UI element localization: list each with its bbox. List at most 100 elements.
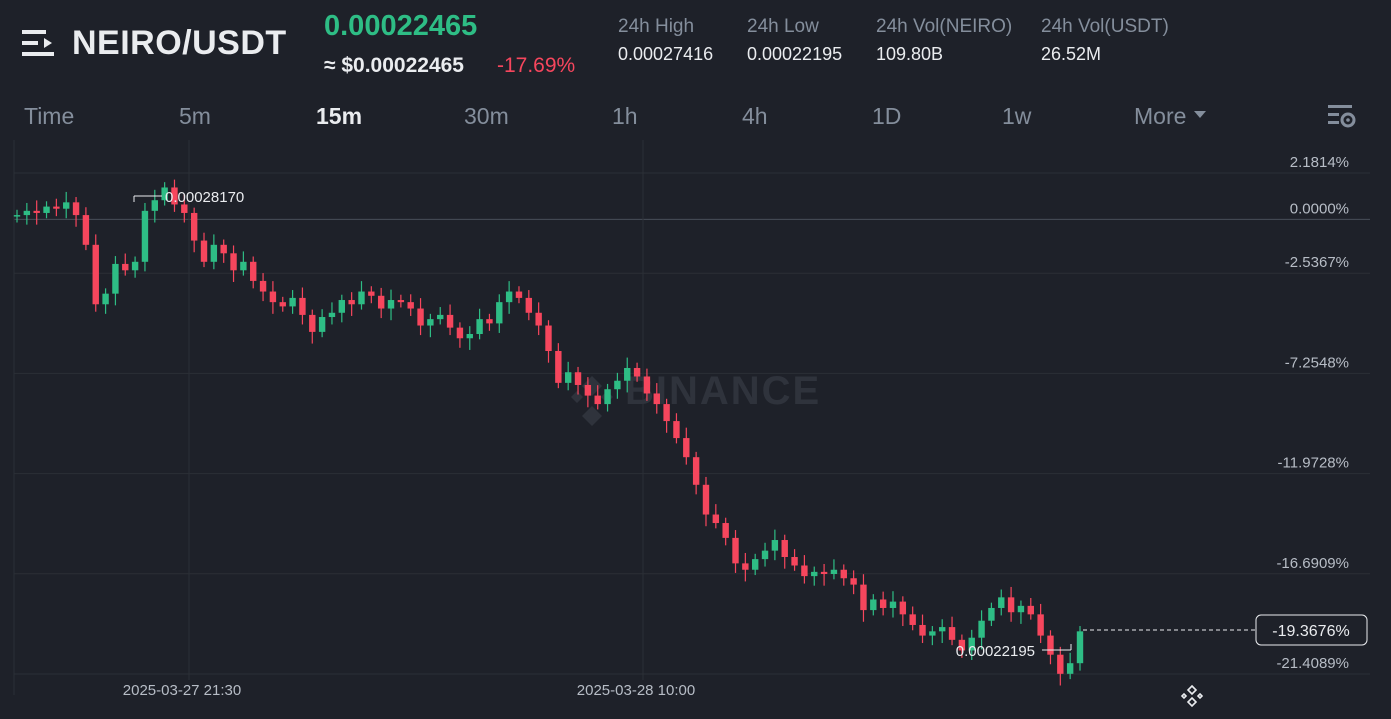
candle-body bbox=[692, 457, 700, 485]
candle-body bbox=[830, 569, 838, 574]
candle-body bbox=[102, 293, 109, 305]
candle bbox=[23, 202, 31, 225]
candle bbox=[564, 361, 572, 391]
candle bbox=[555, 343, 562, 389]
menu-icon[interactable] bbox=[22, 30, 54, 56]
candle bbox=[368, 286, 375, 304]
current-price-box bbox=[1255, 614, 1368, 646]
candle bbox=[102, 288, 109, 314]
tab-more[interactable]: More bbox=[1134, 103, 1207, 130]
percent-axis-label: -16.6909% bbox=[1276, 555, 1349, 572]
candle bbox=[13, 209, 21, 223]
candlestick-chart[interactable]: BINANCE 0.00028170 0.00022195 -19.3676% 2.… bbox=[0, 140, 1391, 695]
last-price: 0.00022465 bbox=[324, 10, 478, 42]
watermark-text: BINANCE bbox=[625, 369, 821, 413]
candle-body bbox=[574, 372, 582, 385]
candle bbox=[358, 281, 365, 310]
candle bbox=[299, 287, 306, 325]
candle-body bbox=[348, 300, 355, 305]
candle bbox=[702, 476, 710, 527]
candle-body bbox=[889, 601, 897, 608]
candle-body bbox=[259, 280, 267, 292]
candle-body bbox=[673, 421, 680, 439]
candle-body bbox=[269, 291, 277, 303]
tab-15m[interactable]: 15m bbox=[316, 103, 363, 129]
candle bbox=[879, 591, 887, 616]
candle-body bbox=[407, 302, 414, 309]
candle-body bbox=[594, 395, 601, 405]
candle bbox=[732, 530, 739, 573]
tab-more-label: More bbox=[1134, 103, 1187, 129]
candle bbox=[633, 362, 641, 382]
candle-body bbox=[63, 202, 70, 209]
candle-body bbox=[791, 557, 798, 566]
candle-body bbox=[122, 263, 129, 271]
candle-body bbox=[486, 319, 493, 324]
candle bbox=[1066, 652, 1074, 680]
candle bbox=[948, 616, 956, 646]
pair-title[interactable]: NEIRO/USDT bbox=[72, 24, 287, 62]
brand-footer bbox=[1180, 684, 1204, 708]
candle-body bbox=[870, 599, 877, 611]
tab-30m[interactable]: 30m bbox=[464, 103, 509, 129]
candle bbox=[456, 322, 464, 348]
tab-4h[interactable]: 4h bbox=[742, 103, 768, 129]
candle-body bbox=[309, 314, 316, 332]
candle-body bbox=[427, 319, 434, 326]
candle bbox=[53, 198, 60, 217]
candle-body bbox=[171, 187, 178, 205]
candle-body bbox=[702, 484, 710, 515]
candle bbox=[692, 451, 700, 495]
candle bbox=[250, 256, 257, 289]
stat-label: 24h High bbox=[618, 16, 695, 37]
candle-body bbox=[82, 215, 90, 245]
candle-body bbox=[860, 584, 867, 611]
candle-body bbox=[446, 314, 454, 328]
candle bbox=[220, 239, 227, 263]
candle-body bbox=[820, 571, 828, 574]
price-change-percent: -17.69% bbox=[497, 54, 576, 77]
candle-body bbox=[624, 367, 631, 381]
candle-body bbox=[466, 334, 473, 339]
high-marker-label: 0.00028170 bbox=[165, 189, 244, 206]
candle-body bbox=[161, 187, 168, 201]
candle-body bbox=[771, 540, 779, 551]
chart-settings-icon[interactable] bbox=[1328, 104, 1356, 130]
candle bbox=[348, 292, 355, 316]
tab-5m[interactable]: 5m bbox=[179, 103, 211, 129]
candle bbox=[259, 273, 267, 302]
candle-body bbox=[338, 300, 346, 313]
candle-body bbox=[358, 291, 365, 305]
tab-1h[interactable]: 1h bbox=[612, 103, 638, 129]
candle-body bbox=[929, 631, 936, 636]
candle bbox=[63, 191, 70, 219]
candle bbox=[328, 302, 336, 325]
candle-body bbox=[1027, 605, 1034, 615]
candle bbox=[663, 398, 670, 433]
candle bbox=[1057, 646, 1064, 686]
candle bbox=[289, 290, 296, 314]
tab-time[interactable]: Time bbox=[24, 103, 75, 129]
percent-axis-label: 2.1814% bbox=[1290, 154, 1349, 171]
candle-body bbox=[939, 627, 946, 632]
candle-body bbox=[43, 206, 50, 213]
candle-body bbox=[968, 637, 975, 651]
candle bbox=[840, 564, 847, 586]
percent-axis-label: 0.0000% bbox=[1290, 200, 1349, 217]
tab-1d[interactable]: 1D bbox=[872, 103, 902, 129]
candle bbox=[850, 570, 857, 595]
candle bbox=[919, 614, 926, 644]
stat-value: 0.00022195 bbox=[747, 44, 843, 64]
candle-body bbox=[1017, 605, 1025, 613]
candle-body bbox=[988, 607, 995, 621]
candle bbox=[151, 189, 158, 223]
candle bbox=[122, 253, 129, 276]
tab-1w[interactable]: 1w bbox=[1002, 103, 1032, 129]
candle bbox=[643, 368, 651, 401]
candle bbox=[998, 589, 1005, 616]
binance-logo-icon-part bbox=[571, 391, 613, 426]
candle-body bbox=[811, 571, 818, 577]
candle bbox=[653, 383, 660, 414]
candle-body bbox=[53, 206, 60, 209]
candle-body bbox=[210, 244, 218, 262]
